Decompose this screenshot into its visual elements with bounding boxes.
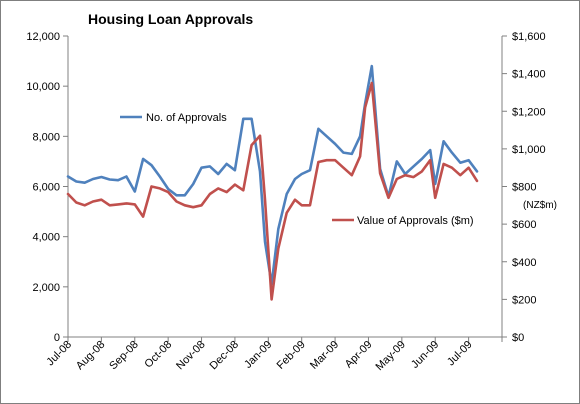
legend-item-value: Value of Approvals ($m) [332,215,474,227]
x-tick-label: Aug-08 [74,339,108,373]
right-tick-label: $400 [512,257,536,269]
right-tick-label: $1,000 [512,144,546,156]
x-tick-label: Oct-08 [142,339,174,371]
x-tick-label: Apr-09 [343,339,375,371]
right-axis-unit: (NZ$m) [523,200,557,211]
right-tick-label: $800 [512,182,536,194]
x-tick-label: Nov-08 [174,339,208,373]
right-tick-label: $1,200 [512,106,546,118]
left-tick-label: 4,000 [32,232,60,244]
x-tick-label: Mar-09 [308,339,341,372]
series-line-approvals [66,64,479,286]
x-tick-label: Sep-08 [107,339,141,373]
right-tick-label: $600 [512,219,536,231]
right-tick-label: $0 [512,332,524,344]
left-tick-label: 2,000 [32,282,60,294]
right-tick-label: $200 [512,294,536,306]
x-tick-label: Jul-09 [445,339,475,369]
x-tick-label: May-09 [374,339,408,373]
legend-item-approvals: No. of Approvals [120,112,227,124]
chart-title: Housing Loan Approvals [88,11,253,27]
series-lines [66,64,479,301]
left-tick-label: 12,000 [26,31,60,43]
left-tick-label: 6,000 [32,182,60,194]
legend-label-approvals: No. of Approvals [146,112,227,124]
x-tick-label: Jan-09 [242,339,274,371]
right-tick-label: $1,600 [512,31,546,43]
left-tick-label: 8,000 [32,131,60,143]
left-tick-label: 10,000 [26,81,60,93]
left-tick-label: 0 [54,332,60,344]
series-line-value [66,81,479,301]
x-tick-label: Dec-08 [207,339,241,373]
x-tick-label: Jun-09 [409,339,441,371]
right-tick-label: $1,400 [512,69,546,81]
legend-label-value: Value of Approvals ($m) [357,215,474,227]
x-tick-label: Feb-09 [275,339,308,372]
